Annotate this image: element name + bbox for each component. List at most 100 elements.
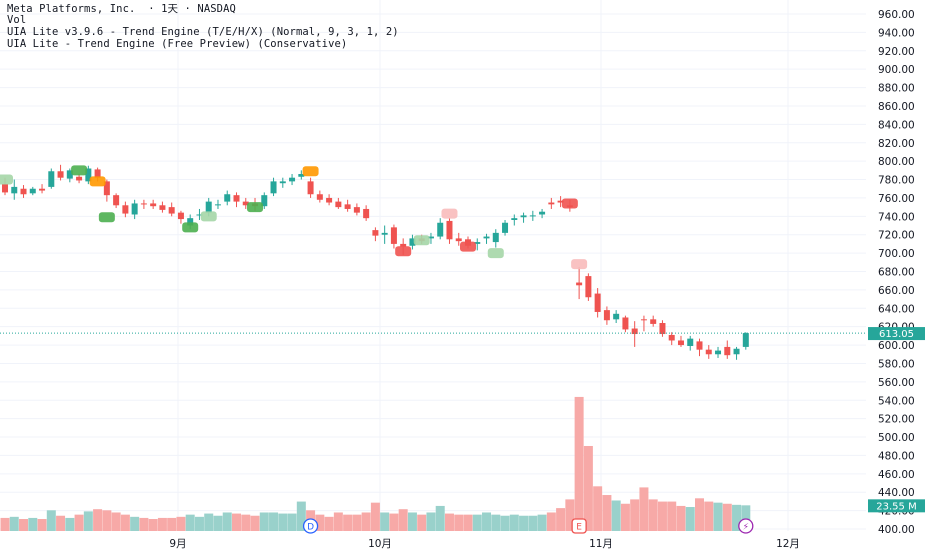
price-tick-label: 840.00 <box>878 119 915 131</box>
price-tick-label: 440.00 <box>878 487 915 499</box>
price-tick-label: 640.00 <box>878 303 915 315</box>
price-tick-label: 580.00 <box>878 358 915 370</box>
volume-bar <box>167 517 177 531</box>
volume-bars <box>0 396 751 531</box>
symbol-title[interactable]: Meta Platforms, Inc. · 1天 · NASDAQ <box>7 3 236 15</box>
volume-bar <box>185 514 195 531</box>
volume-bar <box>472 514 482 531</box>
indicator-legend-1[interactable]: UIA Lite v3.9.6 - Trend Engine (T/E/H/X)… <box>7 26 399 38</box>
volume-bar <box>157 517 167 531</box>
price-tick-label: 760.00 <box>878 193 915 205</box>
volume-bar <box>509 514 519 531</box>
candle-body <box>372 230 379 236</box>
candle-body <box>85 168 92 182</box>
candle-body <box>131 203 138 215</box>
volume-bar <box>65 517 75 531</box>
candle-body <box>381 232 388 235</box>
volume-bar <box>639 487 649 531</box>
volume-bar <box>713 502 723 531</box>
candle-body <box>289 177 296 182</box>
candle-body <box>224 194 231 202</box>
candle-body <box>335 201 342 208</box>
signal-marker <box>247 202 264 213</box>
price-candles <box>2 164 749 360</box>
candle-body <box>511 218 518 220</box>
candle-body <box>66 170 73 179</box>
volume-bar <box>380 512 390 531</box>
volume-bar <box>491 514 501 531</box>
volume-bar <box>435 505 445 531</box>
volume-bar <box>583 445 593 531</box>
candle-body <box>650 319 657 324</box>
price-tick-label: 560.00 <box>878 377 915 389</box>
volume-bar <box>593 486 603 531</box>
volume-bar <box>148 519 158 531</box>
price-tick-label: 460.00 <box>878 469 915 481</box>
candle-body <box>316 194 323 200</box>
candle-body <box>298 174 305 177</box>
volume-bar <box>139 517 149 531</box>
price-axis[interactable]: 960.00 940.00 920.00 900.00 880.00 860.00 840.… <box>878 9 915 536</box>
volume-bar <box>602 495 612 531</box>
candle-body <box>742 333 749 347</box>
volume-bar <box>111 512 121 531</box>
volume-bar <box>407 512 417 531</box>
signal-marker <box>413 235 430 246</box>
candle-body <box>279 181 286 184</box>
candle-body <box>113 195 120 206</box>
volume-bar <box>361 512 371 531</box>
volume-bar <box>565 499 575 531</box>
volume-bar <box>676 505 686 531</box>
volume-bar <box>537 514 547 531</box>
volume-bar <box>0 517 10 531</box>
volume-bar <box>176 516 186 531</box>
signal-marker <box>460 241 476 252</box>
volume-bar <box>444 513 454 531</box>
candle-body <box>261 195 268 207</box>
candle-body <box>214 204 221 206</box>
candle-body <box>326 197 333 203</box>
candle-body <box>446 220 453 240</box>
volume-bar <box>120 514 130 531</box>
candle-body <box>539 211 546 215</box>
candle-body <box>594 293 601 312</box>
volume-bar <box>417 514 427 531</box>
price-tick-label: 520.00 <box>878 414 915 426</box>
candle-body <box>631 328 638 335</box>
candle-body <box>353 207 360 213</box>
indicator-legend-2[interactable]: UIA Lite - Trend Engine (Free Preview) (… <box>7 38 348 50</box>
signal-marker <box>302 166 319 177</box>
price-tag-value: 613.05 <box>879 329 914 340</box>
volume-bar <box>232 513 241 531</box>
candle-body <box>390 227 397 244</box>
volume-legend[interactable]: Vol <box>7 14 27 26</box>
volume-bar <box>741 505 751 531</box>
signal-marker <box>487 248 504 259</box>
volume-bar <box>528 515 538 531</box>
month-tick-label: 10月 <box>368 538 392 550</box>
candle-body <box>103 181 110 196</box>
price-tick-label: 500.00 <box>878 432 915 444</box>
signal-marker <box>71 165 88 176</box>
price-tick-label: 660.00 <box>878 285 915 297</box>
price-tick-label: 940.00 <box>878 27 915 39</box>
candle-body <box>557 200 564 203</box>
signal-marker <box>395 246 412 257</box>
volume-bar <box>657 501 667 531</box>
candle-body <box>502 222 509 233</box>
volume-bar <box>28 517 38 531</box>
candle-body <box>455 238 462 242</box>
volume-bar <box>102 510 112 531</box>
volume-bar <box>213 515 223 531</box>
candle-body <box>196 214 203 216</box>
price-tick-label: 700.00 <box>878 248 915 260</box>
candle-body <box>474 242 481 244</box>
volume-bar <box>93 509 103 531</box>
signal-marker <box>200 211 217 222</box>
volume-bar <box>324 516 334 531</box>
candle-body <box>187 218 194 226</box>
dividend-badge <box>302 518 319 534</box>
month-tick-label: 11月 <box>589 538 613 550</box>
time-axis[interactable]: 9月 10月 11月 12月 <box>169 538 800 550</box>
